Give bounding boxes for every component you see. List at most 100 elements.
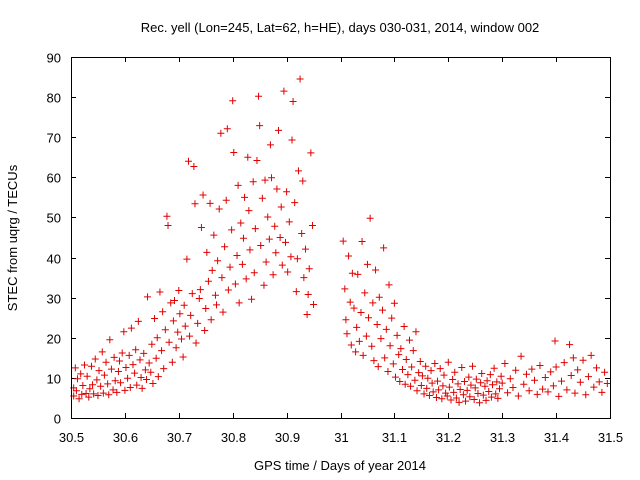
data-point [262, 258, 270, 266]
data-point [275, 126, 283, 134]
data-point [105, 391, 113, 399]
data-point [432, 394, 440, 402]
data-point [73, 375, 81, 383]
data-point [365, 314, 373, 322]
data-point [122, 363, 130, 371]
data-point [256, 122, 264, 130]
data-point [230, 148, 238, 156]
data-point [536, 361, 544, 369]
data-point [179, 353, 187, 361]
data-point [385, 281, 393, 289]
data-point [104, 380, 112, 388]
data-point [428, 379, 436, 387]
data-point [579, 356, 587, 364]
data-point [226, 263, 234, 271]
data-point [174, 328, 182, 336]
data-point [301, 245, 309, 253]
data-point [80, 361, 88, 369]
data-points [70, 75, 611, 407]
y-tick-label: 0 [54, 412, 61, 427]
data-point [214, 257, 222, 265]
data-point [151, 315, 159, 323]
data-point [601, 368, 609, 376]
data-point [479, 391, 487, 399]
data-point [436, 365, 444, 373]
y-tick-labels: 0 10 20 30 40 50 60 70 80 90 [47, 51, 61, 427]
data-point [466, 393, 474, 401]
data-point [238, 260, 246, 268]
data-point [443, 392, 451, 400]
data-point [582, 391, 590, 399]
x-tick-label: 31.2 [436, 430, 461, 445]
data-point [308, 221, 316, 229]
data-point [289, 98, 297, 106]
data-point [165, 338, 173, 346]
data-point [471, 384, 479, 392]
data-point [299, 177, 307, 185]
data-point [431, 359, 439, 367]
data-point [133, 381, 141, 389]
data-point [170, 296, 178, 304]
data-point [191, 200, 199, 208]
data-point [136, 356, 144, 364]
y-tick-label: 40 [47, 252, 61, 267]
data-point [393, 331, 401, 339]
data-point [75, 395, 83, 403]
data-point [203, 248, 211, 256]
data-point [353, 323, 361, 331]
data-point [183, 255, 191, 263]
x-tick-label: 30.8 [221, 430, 246, 445]
data-point [522, 370, 530, 378]
data-point [374, 363, 382, 371]
data-point [91, 355, 99, 363]
data-point [488, 381, 496, 389]
data-point [188, 290, 196, 298]
data-point [362, 332, 370, 340]
data-point [396, 377, 404, 385]
data-point [251, 225, 259, 233]
data-point [111, 377, 119, 385]
data-point [248, 295, 256, 303]
data-point [152, 354, 160, 362]
data-point [156, 288, 164, 296]
data-point [415, 369, 423, 377]
data-point [498, 379, 506, 387]
y-tick-label: 10 [47, 372, 61, 387]
data-point [117, 379, 125, 387]
data-point [202, 304, 210, 312]
data-point [434, 377, 442, 385]
data-point [218, 274, 226, 282]
data-point [346, 298, 354, 306]
data-point [539, 385, 547, 393]
y-tick-label: 50 [47, 211, 61, 226]
data-point [215, 205, 223, 213]
data-point [576, 378, 584, 386]
x-tick-label: 31 [334, 430, 348, 445]
data-point [253, 156, 261, 164]
data-point [102, 358, 110, 366]
data-point [458, 363, 466, 371]
data-point [506, 375, 514, 383]
data-point [411, 376, 419, 384]
data-point [291, 199, 299, 207]
data-point [250, 269, 258, 277]
data-point [118, 349, 126, 357]
data-point [552, 363, 560, 371]
data-point [97, 382, 105, 390]
data-point [355, 337, 363, 345]
data-point [413, 387, 421, 395]
data-point [93, 376, 101, 384]
data-point [478, 369, 486, 377]
data-point [389, 360, 397, 368]
data-point [192, 339, 200, 347]
data-point [368, 342, 376, 350]
data-point [194, 319, 202, 327]
data-point [370, 357, 378, 365]
data-point [455, 398, 463, 406]
data-point [398, 365, 406, 373]
data-point [283, 188, 291, 196]
data-point [176, 310, 184, 318]
data-point [372, 266, 380, 274]
data-point [305, 265, 313, 273]
data-point [494, 394, 502, 402]
